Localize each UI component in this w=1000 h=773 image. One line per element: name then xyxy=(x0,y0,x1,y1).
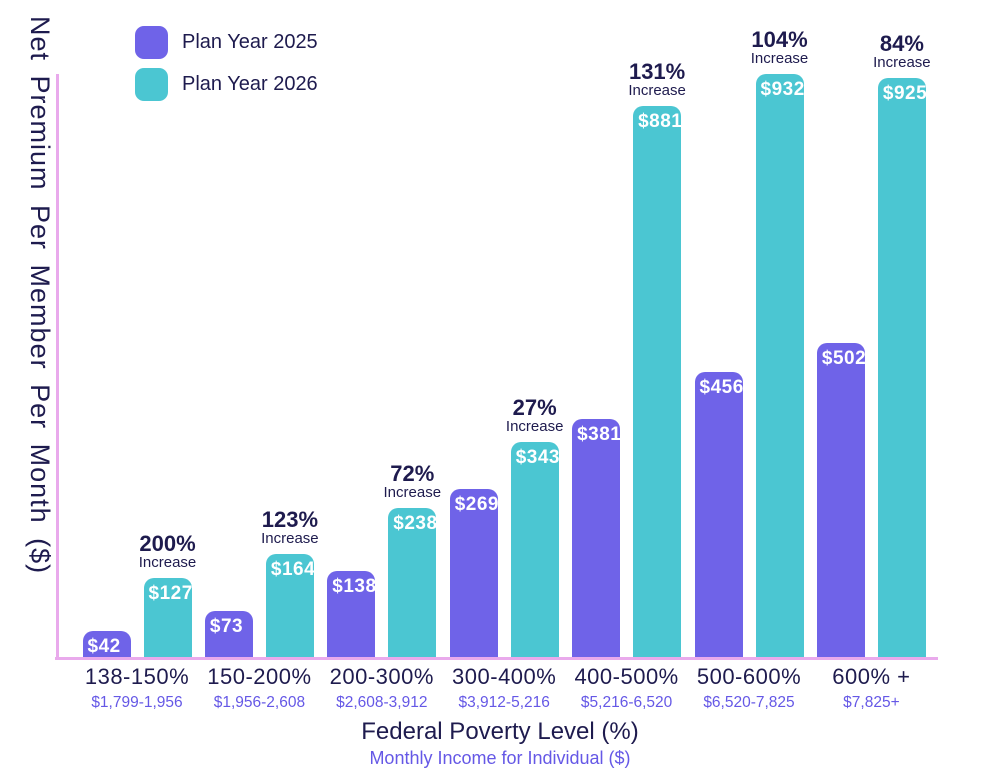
legend-item-2025: Plan Year 2025 xyxy=(135,26,318,59)
fpl-range-label: 150-200% xyxy=(207,664,312,689)
increase-word: Increase xyxy=(138,554,197,572)
income-range-label: $5,216-6,520 xyxy=(580,694,673,711)
x-tick-label: 300-400% $3,912-5,216 xyxy=(424,664,584,712)
legend: Plan Year 2025 Plan Year 2026 xyxy=(135,26,318,110)
y-axis-line xyxy=(56,74,59,660)
x-tick-label: 400-500% $5,216-6,520 xyxy=(547,664,707,712)
increase-word: Increase xyxy=(505,418,564,436)
increase-word: Increase xyxy=(383,484,442,502)
x-tick-label: 600% + $7,825+ xyxy=(791,664,951,712)
fpl-range-label: 300-400% xyxy=(452,664,557,689)
bar-group: 123% Increase $73 $164 xyxy=(204,508,319,657)
increase-annotation: 131% Increase xyxy=(587,60,727,99)
bar-group: 27% Increase $269 $343 xyxy=(449,396,563,657)
income-range-label: $3,912-5,216 xyxy=(458,694,550,711)
income-range-label: $1,799-1,956 xyxy=(91,694,183,711)
bar-value-label: $73 xyxy=(209,616,244,637)
y-axis-title: Net Premium Per Member Per Month ($) xyxy=(25,16,55,575)
fpl-range-label: 138-150% xyxy=(84,664,190,689)
increase-annotation: 123% Increase xyxy=(220,508,360,547)
fpl-range-label: 500-600% xyxy=(696,664,802,689)
bar-value-label: $127 xyxy=(148,583,193,604)
increase-word: Increase xyxy=(750,50,809,68)
bar-plan-year-2026: $164 xyxy=(265,554,316,657)
increase-annotation: 27% Increase xyxy=(465,396,605,435)
x-tick-label: 150-200% $1,956-2,608 xyxy=(179,664,339,712)
bar-group: 84% Increase $502 $925 xyxy=(816,32,931,657)
x-tick-label: 200-300% $2,608-3,912 xyxy=(302,664,462,712)
bar-plan-year-2025: $269 xyxy=(449,489,499,657)
fpl-range-label: 600% + xyxy=(832,664,911,689)
bar-group: 131% Increase $381 $881 xyxy=(572,60,686,657)
increase-percent: 123% xyxy=(261,507,319,533)
bar-value-label: $932 xyxy=(760,79,805,100)
fpl-range-label: 400-500% xyxy=(574,664,679,689)
x-axis-subtitle: Monthly Income for Individual ($) xyxy=(369,748,631,768)
x-axis-title: Federal Poverty Level (%) xyxy=(361,718,639,745)
bar-value-label: $269 xyxy=(454,494,499,515)
income-range-label: $1,956-2,608 xyxy=(213,694,306,711)
bar-value-label: $164 xyxy=(270,559,316,580)
bar-value-label: $456 xyxy=(699,377,744,398)
income-range-label: $7,825+ xyxy=(843,694,900,711)
income-range-label: $2,608-3,912 xyxy=(336,694,428,711)
bar-group: 104% Increase $456 $932 xyxy=(694,28,808,657)
increase-word: Increase xyxy=(873,54,931,72)
bar-plan-year-2026: $127 xyxy=(143,578,193,657)
bar-plan-year-2026: $881 xyxy=(633,106,683,657)
bar-plan-year-2025: $73 xyxy=(204,611,253,657)
bar-value-label: $502 xyxy=(821,348,867,369)
bar-plan-year-2025: $42 xyxy=(82,631,131,657)
increase-word: Increase xyxy=(628,82,686,100)
bar-group: 200% Increase $42 $127 xyxy=(82,532,196,657)
bar-value-label: $381 xyxy=(577,424,622,445)
increase-percent: 104% xyxy=(751,27,808,53)
bar-value-label: $138 xyxy=(332,576,377,597)
bar-value-label: $42 xyxy=(87,636,121,657)
increase-percent: 84% xyxy=(879,31,924,57)
bar-plan-year-2025: $456 xyxy=(694,372,744,657)
bar-plan-year-2026: $925 xyxy=(877,78,928,657)
legend-item-2026: Plan Year 2026 xyxy=(135,68,318,101)
increase-percent: 200% xyxy=(139,531,196,557)
increase-annotation: 104% Increase xyxy=(710,28,850,67)
increase-percent: 72% xyxy=(390,461,435,487)
legend-label-2026: Plan Year 2026 xyxy=(182,73,318,95)
increase-percent: 27% xyxy=(512,395,557,421)
fpl-range-label: 200-300% xyxy=(329,664,434,689)
bar-value-label: $343 xyxy=(515,447,560,468)
bar-value-label: $925 xyxy=(882,83,928,104)
legend-swatch-2025 xyxy=(135,26,168,59)
bar-plan-year-2026: $932 xyxy=(755,74,805,657)
bar-plan-year-2025: $381 xyxy=(572,419,622,657)
bar-plan-year-2026: $343 xyxy=(510,442,560,657)
bar-value-label: $881 xyxy=(638,111,683,132)
bar-plan-year-2026: $238 xyxy=(388,508,438,657)
income-range-label: $6,520-7,825 xyxy=(703,694,795,711)
increase-annotation: 84% Increase xyxy=(832,32,972,71)
increase-percent: 131% xyxy=(628,59,686,85)
increase-word: Increase xyxy=(261,530,319,548)
x-axis-line xyxy=(55,657,938,660)
bar-group: 72% Increase $138 $238 xyxy=(327,462,441,657)
bar-plan-year-2025: $502 xyxy=(816,343,867,657)
legend-swatch-2026 xyxy=(135,68,168,101)
increase-annotation: 72% Increase xyxy=(342,462,482,501)
bar-plan-year-2025: $138 xyxy=(327,571,377,657)
increase-annotation: 200% Increase xyxy=(98,532,238,571)
bar-value-label: $238 xyxy=(393,513,438,534)
legend-label-2025: Plan Year 2025 xyxy=(182,31,318,53)
x-tick-label: 500-600% $6,520-7,825 xyxy=(669,664,829,712)
x-tick-label: 138-150% $1,799-1,956 xyxy=(57,664,217,712)
